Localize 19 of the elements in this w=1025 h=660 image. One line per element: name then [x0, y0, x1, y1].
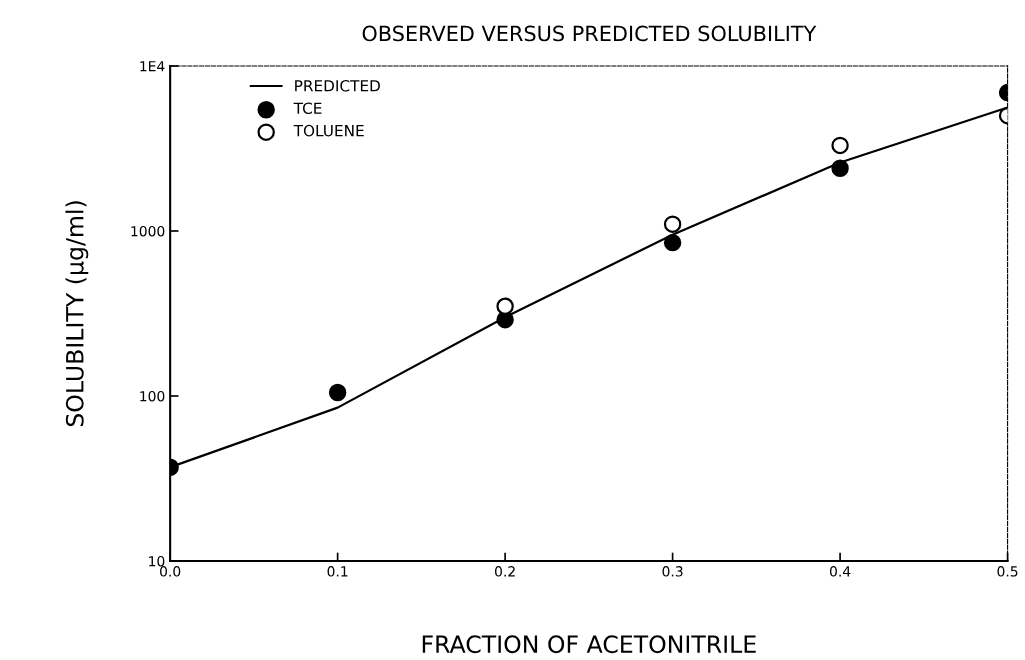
point [663, 233, 682, 252]
x-tick-label: 0.1 [327, 566, 348, 577]
y-axis-title: SOLUBILITY (μg/ml) [65, 201, 89, 427]
x-tick-label: 0.5 [997, 566, 1018, 577]
legend-label: TCE [293, 102, 322, 114]
x-tick-label: 0.0 [160, 566, 181, 577]
legend-label: TOLUENE [293, 124, 364, 137]
y-tick-label: 1000 [131, 225, 165, 237]
y-tick-label: 10 [149, 555, 165, 567]
legend-label: PREDICTED [295, 80, 380, 92]
chart-title: OBSERVED VERSUS PREDICTED SOLUBILITY [362, 25, 817, 42]
point [663, 215, 682, 233]
x-tick-label: 0.3 [662, 566, 683, 577]
x-tick-label: 0.4 [829, 566, 851, 577]
y-tick-label: 1E4 [140, 61, 165, 72]
x-tick-label: 0.2 [494, 566, 515, 577]
x-axis-title: FRACTION OF ACETONITRILE [422, 635, 756, 654]
point [496, 297, 514, 315]
y-tick-label: 100 [140, 390, 165, 402]
